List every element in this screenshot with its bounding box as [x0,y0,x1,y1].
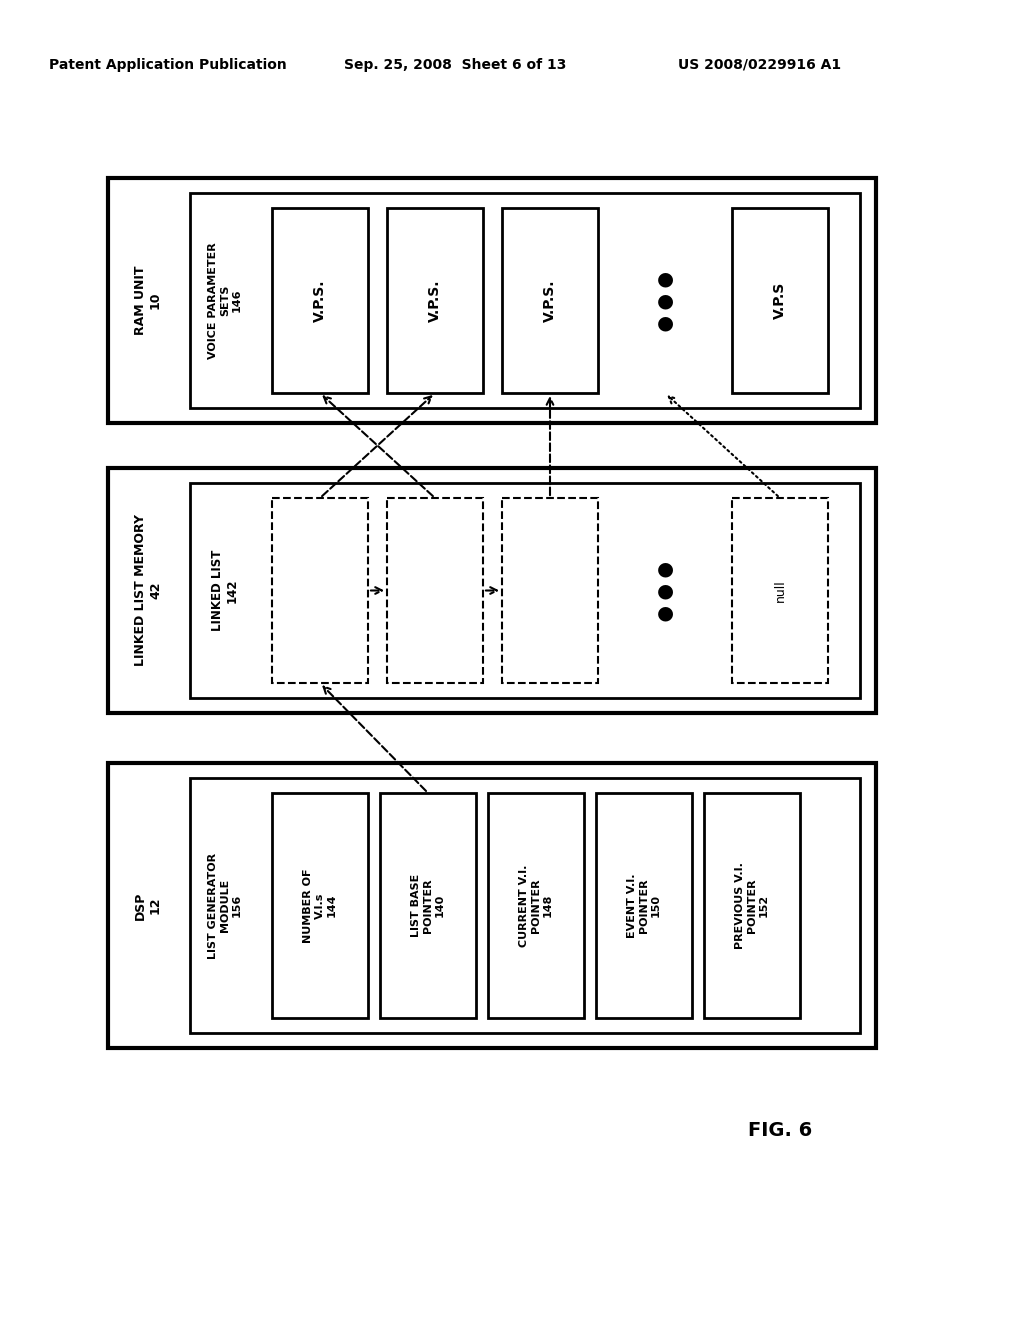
Text: Sep. 25, 2008  Sheet 6 of 13: Sep. 25, 2008 Sheet 6 of 13 [344,58,566,73]
Bar [190,777,860,1034]
Bar [732,209,828,393]
Text: CURRENT V.I.
POINTER
148: CURRENT V.I. POINTER 148 [519,865,553,946]
Bar [108,469,876,713]
Text: NUMBER OF
V.I.s
144: NUMBER OF V.I.s 144 [303,869,337,942]
Bar [190,483,860,698]
Bar [108,763,876,1048]
Bar [732,498,828,682]
Bar [387,498,483,682]
Text: LIST GENERATOR
MODULE
156: LIST GENERATOR MODULE 156 [209,853,242,958]
Text: FIG. 6: FIG. 6 [748,1121,812,1139]
Text: ●
●
●: ● ● ● [656,558,674,622]
Bar [502,209,598,393]
Text: VOICE PARAMETER
SETS
146: VOICE PARAMETER SETS 146 [209,242,242,359]
Bar [272,209,368,393]
Bar [502,498,598,682]
Text: null: null [773,579,786,602]
Bar [380,793,476,1018]
Text: EVENT V.I.
POINTER
150: EVENT V.I. POINTER 150 [628,874,660,937]
Text: ●
●
●: ● ● ● [656,269,674,333]
Bar [272,498,368,682]
Bar [387,209,483,393]
Text: V.P.S.: V.P.S. [543,280,557,322]
Bar [272,793,368,1018]
Text: DSP
12: DSP 12 [134,891,162,920]
Bar [488,793,584,1018]
Text: PREVIOUS V.I.
POINTER
152: PREVIOUS V.I. POINTER 152 [735,862,769,949]
Text: LINKED LIST MEMORY
42: LINKED LIST MEMORY 42 [134,515,162,667]
Bar [108,178,876,422]
Text: US 2008/0229916 A1: US 2008/0229916 A1 [679,58,842,73]
Text: V.P.S.: V.P.S. [428,280,442,322]
Text: Patent Application Publication: Patent Application Publication [49,58,287,73]
Bar [596,793,692,1018]
Bar [190,193,860,408]
Text: RAM UNIT
10: RAM UNIT 10 [134,265,162,335]
Text: V.P.S.: V.P.S. [313,280,327,322]
Text: LIST BASE
POINTER
140: LIST BASE POINTER 140 [412,874,444,937]
Text: V.P.S: V.P.S [773,282,787,319]
Bar [705,793,800,1018]
Text: LINKED LIST
142: LINKED LIST 142 [211,550,239,631]
